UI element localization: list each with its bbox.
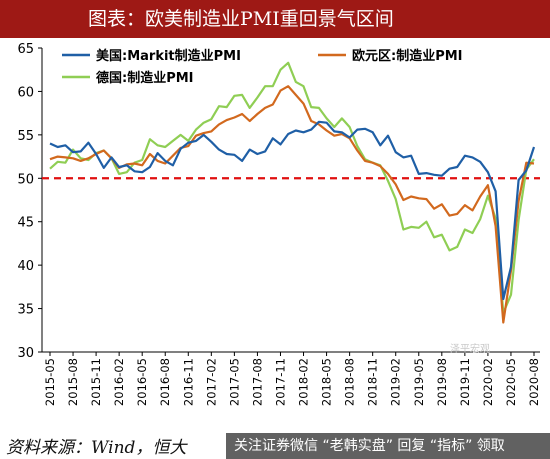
y-tick-label: 30 bbox=[17, 346, 34, 361]
watermark: 泽平宏观 bbox=[450, 344, 490, 355]
y-tick-label: 40 bbox=[17, 259, 34, 274]
x-tick-label: 2020-08 bbox=[527, 358, 541, 406]
legend-label-1: 欧元区:制造业PMI bbox=[352, 48, 463, 64]
x-tick-label: 2017-11 bbox=[273, 358, 287, 406]
legend-label-0: 美国:Markit制造业PMI bbox=[96, 48, 241, 64]
x-tick-label: 2017-08 bbox=[250, 358, 264, 406]
x-tick-label: 2018-02 bbox=[297, 358, 311, 406]
series-line-0 bbox=[49, 120, 536, 301]
promo-overlay-bar: 关注证券微信 “老韩实盘” 回复 “指标” 领取 bbox=[226, 433, 550, 459]
y-tick-label: 35 bbox=[17, 303, 34, 318]
x-tick-label: 2016-11 bbox=[181, 358, 195, 406]
x-tick-label: 2015-11 bbox=[89, 358, 103, 406]
source-note: 资料来源：Wind，恒大 bbox=[6, 438, 187, 458]
x-tick-label: 2016-02 bbox=[112, 358, 126, 406]
x-tick-label: 2019-02 bbox=[389, 358, 403, 406]
y-tick-label: 60 bbox=[17, 85, 34, 100]
x-tick-label: 2019-05 bbox=[412, 358, 426, 406]
x-tick-label: 2019-08 bbox=[435, 358, 449, 406]
pmi-line-chart: 30 35 40 45 50 55 60 65 2015-05 2015-08 2015-11 201… bbox=[17, 42, 541, 406]
y-tick-label: 50 bbox=[17, 172, 34, 187]
x-tick-label: 2016-05 bbox=[135, 358, 149, 406]
x-tick-label: 2020-02 bbox=[481, 358, 495, 406]
y-tick-label: 55 bbox=[17, 129, 34, 144]
x-tick-label: 2015-08 bbox=[66, 358, 80, 406]
chart-title: 图表：欧美制造业PMI重回景气区间 bbox=[0, 0, 550, 38]
x-tick-label: 2017-02 bbox=[204, 358, 218, 406]
y-tick-label: 65 bbox=[17, 42, 34, 57]
series-line-1 bbox=[49, 85, 535, 324]
x-tick-label: 2018-05 bbox=[320, 358, 334, 406]
legend-label-2: 德国:制造业PMI bbox=[96, 70, 194, 86]
series-line-2 bbox=[49, 61, 535, 314]
x-tick-label: 2016-08 bbox=[158, 358, 172, 406]
y-tick-label: 45 bbox=[17, 216, 34, 231]
x-tick-label: 2020-05 bbox=[504, 358, 518, 406]
x-tick-label: 2018-11 bbox=[366, 358, 380, 406]
x-tick-label: 2018-08 bbox=[343, 358, 357, 406]
x-tick-label: 2019-11 bbox=[458, 358, 472, 406]
x-tick-label: 2015-05 bbox=[43, 358, 57, 406]
x-tick-label: 2017-05 bbox=[227, 358, 241, 406]
